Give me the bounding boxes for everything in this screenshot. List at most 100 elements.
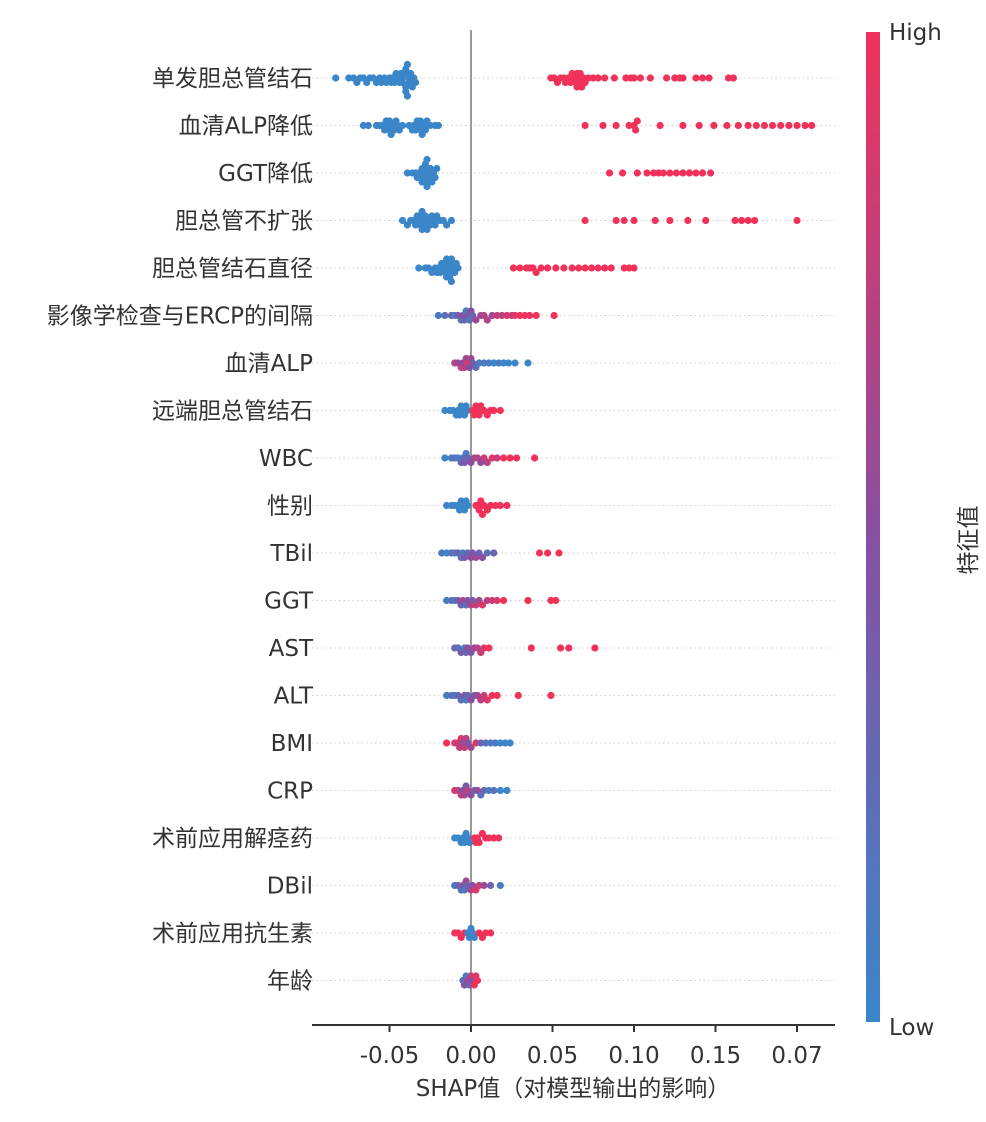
colorbar-title: 特征值 — [956, 506, 982, 575]
x-axis-label: SHAP值（对模型输出的影响） — [416, 1076, 731, 1102]
shap-point — [707, 169, 715, 177]
feature-label: 胆总管不扩张 — [175, 209, 313, 235]
shap-point — [527, 644, 535, 652]
shap-point — [332, 74, 340, 82]
shap-point — [808, 121, 816, 130]
shap-point — [729, 74, 738, 82]
x-tick-label: 0.00 — [445, 1043, 496, 1069]
shap-point — [685, 169, 694, 177]
shap-point — [524, 596, 532, 605]
shap-point — [581, 121, 589, 130]
shap-point — [431, 221, 439, 229]
shap-point — [423, 182, 431, 191]
shap-point — [692, 74, 700, 82]
shap-point — [441, 311, 449, 320]
shap-point — [431, 173, 439, 182]
shap-point — [496, 881, 504, 890]
feature-label: BMI — [271, 731, 313, 757]
shap-point — [550, 311, 558, 320]
shap-point — [490, 786, 498, 795]
feature-label: 血清ALP — [225, 351, 314, 377]
shap-point — [403, 60, 411, 69]
shap-point — [760, 121, 769, 130]
shap-point — [633, 117, 641, 125]
shap-point — [441, 454, 449, 462]
shap-point — [612, 121, 620, 130]
shap-point — [630, 216, 638, 225]
shap-point — [454, 264, 462, 272]
shap-point — [467, 743, 475, 752]
shap-point — [705, 74, 713, 82]
shap-point — [544, 264, 552, 272]
shap-point — [532, 268, 540, 277]
shap-point — [470, 933, 478, 942]
shap-point — [516, 264, 524, 272]
shap-point — [490, 549, 498, 557]
shap-point — [684, 216, 692, 225]
shap-point — [526, 311, 534, 320]
shap-point — [723, 121, 731, 130]
shap-point — [594, 74, 602, 82]
shap-point — [503, 501, 511, 510]
shap-point — [632, 126, 640, 134]
shap-point — [509, 264, 517, 272]
feature-label: 远端胆总管结石 — [152, 399, 313, 425]
shap-point — [415, 264, 423, 272]
shap-point — [500, 596, 508, 605]
shap-point — [447, 277, 455, 286]
shap-point — [565, 644, 573, 652]
shap-point — [630, 74, 638, 82]
shap-point — [496, 501, 504, 510]
shap-point — [421, 126, 429, 134]
feature-label: GGT降低 — [218, 161, 313, 187]
colorbar-low-label: Low — [889, 1015, 934, 1041]
shap-point — [793, 216, 801, 225]
shap-point — [679, 74, 687, 82]
shap-point — [478, 553, 486, 562]
shap-point — [493, 691, 501, 700]
shap-point — [588, 264, 596, 272]
feature-label: TBil — [269, 541, 313, 567]
shap-point — [447, 255, 455, 263]
shap-point — [560, 264, 568, 272]
shap-point — [734, 121, 742, 130]
shap-point — [619, 169, 627, 177]
shap-point — [490, 406, 498, 415]
shap-point — [473, 976, 482, 985]
shap-point — [612, 216, 620, 225]
shap-point — [423, 155, 431, 164]
shap-point — [412, 78, 420, 87]
shap-point — [535, 549, 544, 557]
shap-point — [493, 454, 501, 462]
shap-point — [601, 264, 609, 272]
shap-point — [464, 501, 472, 510]
feature-label: GGT — [264, 589, 314, 615]
shap-point — [504, 359, 513, 367]
shap-point — [443, 739, 451, 747]
shap-point — [434, 311, 442, 320]
x-tick-label: 0.07 — [771, 1043, 822, 1069]
shap-point — [506, 454, 514, 462]
shap-point — [485, 644, 493, 652]
shap-point — [581, 216, 589, 225]
shap-point — [672, 169, 681, 177]
shap-point — [465, 838, 473, 847]
shap-point — [594, 264, 602, 272]
shap-point — [568, 264, 576, 272]
shap-point — [506, 739, 514, 747]
feature-label: 年龄 — [267, 969, 313, 995]
shap-point — [636, 74, 645, 82]
shap-point — [679, 169, 687, 177]
feature-label: 术前应用解痉药 — [152, 826, 313, 852]
shap-point — [620, 216, 628, 225]
shap-point — [364, 121, 372, 130]
x-tick-label: 0.15 — [690, 1043, 741, 1069]
shap-point — [801, 121, 809, 130]
shap-point — [744, 216, 752, 225]
feature-label: CRP — [267, 779, 313, 805]
shap-point — [544, 549, 552, 557]
shap-point — [487, 881, 495, 890]
shap-point — [702, 216, 710, 225]
shap-point — [478, 510, 486, 519]
